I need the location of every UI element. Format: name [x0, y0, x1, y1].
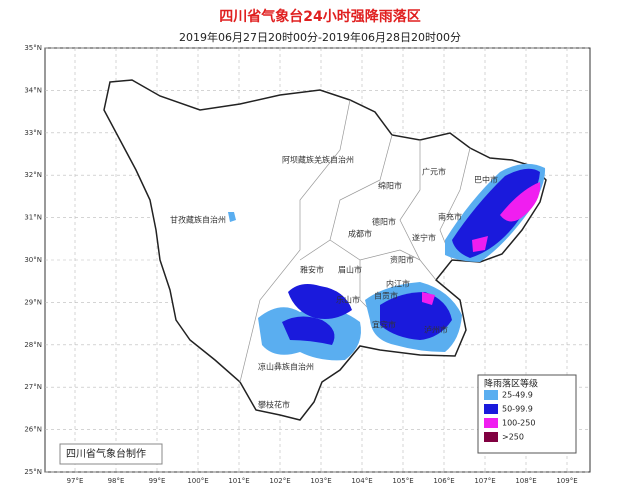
- place-label: 德阳市: [372, 217, 396, 227]
- legend-title: 降雨落区等级: [484, 378, 538, 390]
- subtitle: 2019年06月27日20时00分-2019年06月28日20时00分: [179, 30, 461, 44]
- lat-label: 28°N: [24, 341, 42, 349]
- place-label: 眉山市: [338, 265, 362, 275]
- place-label: 凉山彝族自治州: [258, 362, 314, 372]
- lat-label: 29°N: [24, 298, 42, 306]
- legend-swatch: [484, 432, 498, 442]
- lon-label: 105°E: [392, 477, 413, 485]
- legend-label: >250: [502, 433, 524, 442]
- lat-label: 25°N: [24, 468, 42, 476]
- place-label: 绵阳市: [378, 181, 402, 191]
- lat-label: 34°N: [24, 86, 42, 94]
- lon-label: 100°E: [187, 477, 208, 485]
- rain-areas: [228, 163, 546, 361]
- place-label: 甘孜藏族自治州: [170, 215, 226, 225]
- lat-label: 35°N: [24, 44, 42, 52]
- lon-label: 99°E: [149, 477, 166, 485]
- legend-swatch: [484, 418, 498, 428]
- place-label: 泸州市: [424, 325, 448, 335]
- lon-label: 103°E: [310, 477, 331, 485]
- credit: 四川省气象台制作: [66, 447, 146, 460]
- legend-label: 25-49.9: [502, 391, 533, 400]
- place-label: 成都市: [348, 229, 372, 239]
- place-label: 攀枝花市: [258, 400, 290, 410]
- place-label: 遂宁市: [412, 233, 436, 243]
- lat-label: 33°N: [24, 129, 42, 137]
- lon-label: 102°E: [269, 477, 290, 485]
- legend-label: 100-250: [502, 419, 535, 428]
- lat-label: 32°N: [24, 171, 42, 179]
- lon-label: 106°E: [433, 477, 454, 485]
- lon-label: 104°E: [351, 477, 372, 485]
- legend: 降雨落区等级 25-49.9 50-99.9 100-250 >250: [477, 374, 577, 454]
- legend-swatch: [484, 390, 498, 400]
- lon-label: 101°E: [228, 477, 249, 485]
- lat-label: 30°N: [24, 256, 42, 264]
- credit-box: [59, 443, 163, 465]
- place-label: 阿坝藏族羌族自治州: [282, 155, 354, 165]
- legend-swatch: [484, 404, 498, 414]
- place-label: 内江市: [386, 279, 410, 289]
- place-label: 广元市: [422, 167, 446, 177]
- place-label: 乐山市: [336, 295, 360, 305]
- lon-label: 98°E: [108, 477, 125, 485]
- lon-label: 108°E: [515, 477, 536, 485]
- lon-label: 97°E: [67, 477, 84, 485]
- lon-label: 107°E: [474, 477, 495, 485]
- place-label: 巴中市: [474, 175, 498, 185]
- lat-label: 26°N: [24, 426, 42, 434]
- legend-label: 50-99.9: [502, 405, 533, 414]
- lat-label: 27°N: [24, 383, 42, 391]
- place-label: 雅安市: [300, 265, 324, 275]
- place-label: 南充市: [438, 212, 462, 222]
- lon-label: 109°E: [556, 477, 577, 485]
- lat-label: 31°N: [24, 214, 42, 222]
- place-label: 自贡市: [374, 291, 398, 301]
- place-label: 资阳市: [390, 255, 414, 265]
- place-label: 宜宾市: [372, 320, 396, 330]
- title: 四川省气象台24小时强降雨落区: [219, 8, 420, 25]
